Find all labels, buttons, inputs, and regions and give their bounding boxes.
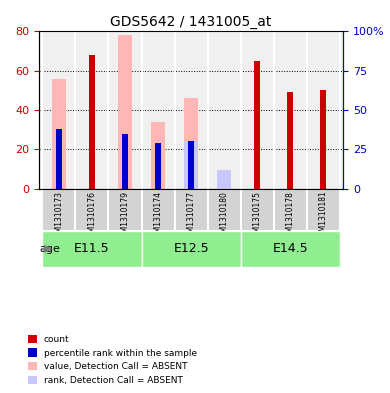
Text: GSM1310173: GSM1310173 <box>54 191 63 242</box>
FancyBboxPatch shape <box>142 189 175 231</box>
Bar <box>321 148 326 189</box>
Bar <box>151 122 165 189</box>
FancyBboxPatch shape <box>108 189 142 231</box>
Text: GSM1310178: GSM1310178 <box>286 191 295 242</box>
Bar <box>89 55 95 127</box>
Bar <box>254 61 260 189</box>
Bar <box>122 134 128 189</box>
Text: E12.5: E12.5 <box>173 242 209 255</box>
Legend: count, percentile rank within the sample, value, Detection Call = ABSENT, rank, : count, percentile rank within the sample… <box>24 331 200 389</box>
Bar <box>89 55 95 189</box>
Bar <box>287 92 293 189</box>
FancyBboxPatch shape <box>142 231 241 267</box>
Bar <box>52 79 66 189</box>
Bar <box>321 90 326 189</box>
Bar <box>89 127 95 189</box>
FancyBboxPatch shape <box>42 231 142 267</box>
Text: E11.5: E11.5 <box>74 242 110 255</box>
Bar <box>155 143 161 189</box>
Text: GSM1310175: GSM1310175 <box>253 191 262 242</box>
Bar <box>118 35 132 189</box>
Bar <box>321 90 326 148</box>
Text: GSM1310176: GSM1310176 <box>87 191 96 242</box>
FancyBboxPatch shape <box>75 189 108 231</box>
Bar <box>217 173 231 189</box>
FancyBboxPatch shape <box>241 231 340 267</box>
FancyBboxPatch shape <box>241 189 274 231</box>
Bar <box>56 129 62 189</box>
Text: GSM1310174: GSM1310174 <box>154 191 163 242</box>
FancyBboxPatch shape <box>207 189 241 231</box>
Text: GSM1310181: GSM1310181 <box>319 191 328 241</box>
Bar <box>254 130 260 189</box>
FancyBboxPatch shape <box>42 189 75 231</box>
Bar <box>287 140 293 189</box>
Bar <box>184 141 198 189</box>
Text: GSM1310177: GSM1310177 <box>186 191 196 242</box>
Bar <box>217 170 231 189</box>
Text: age: age <box>40 244 60 254</box>
Title: GDS5642 / 1431005_at: GDS5642 / 1431005_at <box>110 15 272 29</box>
Bar <box>184 98 198 189</box>
FancyBboxPatch shape <box>175 189 207 231</box>
Bar <box>254 61 260 130</box>
Bar <box>287 92 293 140</box>
Text: GSM1310180: GSM1310180 <box>220 191 229 242</box>
FancyBboxPatch shape <box>274 189 307 231</box>
FancyBboxPatch shape <box>307 189 340 231</box>
Text: GSM1310179: GSM1310179 <box>121 191 129 242</box>
Bar <box>188 141 194 189</box>
Text: E14.5: E14.5 <box>273 242 308 255</box>
